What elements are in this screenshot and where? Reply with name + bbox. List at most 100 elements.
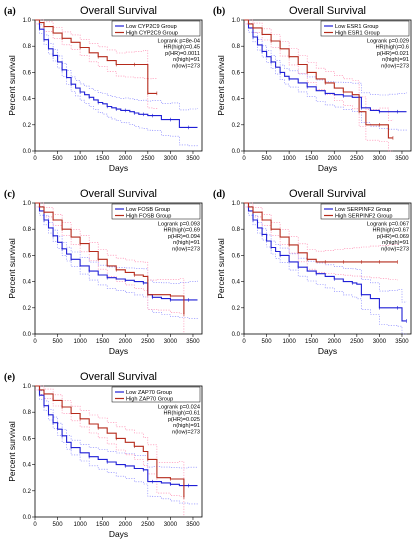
ci-lower-high <box>35 389 185 516</box>
y-tick-label: 0.0 <box>23 515 32 521</box>
y-tick-label: 0.2 <box>23 123 32 129</box>
ci-lower-high <box>35 206 185 333</box>
ci-upper-high <box>35 19 158 80</box>
x-tick-label: 500 <box>262 339 273 345</box>
x-tick-label: 1000 <box>282 156 296 162</box>
panel-label: (d) <box>213 189 225 200</box>
y-tick-label: 0.0 <box>23 332 32 338</box>
stat-line: p(HR)=0.094 <box>168 234 200 240</box>
stat-line: Logrank p=0.093 <box>158 222 200 228</box>
km-panel-c: (c) Overall Survival 0.0 0.2 0.4 0.6 0.8 1.0 0 50… <box>0 183 209 366</box>
y-tick-label: 0.8 <box>232 227 241 233</box>
x-tick-label: 2500 <box>141 339 155 345</box>
survival-curve-high <box>244 202 398 263</box>
legend-entry: High SERPINF2 Group <box>335 214 393 220</box>
legend-box <box>111 20 201 37</box>
x-axis-label: Days <box>109 163 128 173</box>
ci-upper-low <box>35 19 198 111</box>
x-axis-label: Days <box>109 346 128 356</box>
x-tick-label: 2500 <box>141 156 155 162</box>
y-axis-label: Percent survival <box>216 55 226 116</box>
km-plot-d: (d) Overall Survival 0.0 0.2 0.4 0.6 0.8 1.0 0 50… <box>213 188 412 356</box>
x-tick-label: 2500 <box>141 522 155 528</box>
km-panel-b: (b) Overall Survival 0.0 0.2 0.4 0.6 0.8 1.0 0 50… <box>209 0 418 183</box>
plot-frame <box>243 19 412 152</box>
stat-line: Logrank p=0.024 <box>158 405 200 411</box>
stat-line: n(high)=91 <box>173 423 200 429</box>
legend-entry: High FOSB Group <box>126 214 171 220</box>
ci-lower-low <box>35 389 198 505</box>
survival-curve-high <box>35 202 185 315</box>
chart-title: Overall Survival <box>289 188 366 200</box>
legend-entry: High CYP2C9 Group <box>126 31 178 37</box>
y-axis-label: Percent survival <box>7 421 17 482</box>
x-axis-label: Days <box>318 346 337 356</box>
y-tick-label: 0.4 <box>23 97 32 103</box>
x-tick-label: 0 <box>33 156 37 162</box>
x-tick-label: 1500 <box>305 156 319 162</box>
y-tick-label: 0.4 <box>232 97 241 103</box>
legend-entry: Low ZAP70 Group <box>126 390 172 396</box>
survival-curve-low <box>244 202 407 322</box>
stat-line: n(low)=273 <box>172 246 200 252</box>
y-tick-label: 0.8 <box>232 44 241 50</box>
plot-frame <box>243 202 412 335</box>
chart-title: Overall Survival <box>289 5 366 17</box>
x-tick-label: 0 <box>33 522 37 528</box>
x-tick-label: 0 <box>242 339 246 345</box>
x-tick-label: 1500 <box>96 156 110 162</box>
y-tick-label: 0.4 <box>232 280 241 286</box>
ci-upper-high <box>244 202 398 252</box>
y-tick-label: 0.0 <box>23 149 32 155</box>
y-tick-label: 0.6 <box>232 253 241 259</box>
y-tick-label: 0.8 <box>23 410 32 416</box>
stat-line: Logrank p=0.029 <box>367 39 409 45</box>
km-plot-e: (e) Overall Survival 0.0 0.2 0.4 0.6 0.8 1.0 0 50… <box>4 371 203 539</box>
x-tick-label: 3000 <box>373 156 387 162</box>
stat-line: HR(high)=0.45 <box>163 45 200 51</box>
x-tick-label: 500 <box>53 339 64 345</box>
stat-line: n(low)=273 <box>381 246 409 252</box>
x-tick-label: 1000 <box>73 156 87 162</box>
plot-frame <box>34 385 203 518</box>
x-tick-label: 0 <box>242 156 246 162</box>
ci-lower-high <box>244 23 393 152</box>
legend-entry: Low SERPINF2 Group <box>335 207 391 213</box>
km-plot-a: (a) Overall Survival 0.0 0.2 0.4 0.6 0.8 1.0 0 50… <box>4 5 203 173</box>
panel-label: (a) <box>4 6 16 17</box>
x-tick-label: 2000 <box>119 522 133 528</box>
y-tick-label: 0.4 <box>23 463 32 469</box>
stat-line: p(HR)=0.0011 <box>165 51 200 57</box>
survival-curve-high <box>35 19 157 94</box>
x-tick-label: 500 <box>53 156 64 162</box>
x-tick-label: 1000 <box>73 522 87 528</box>
y-axis-label: Percent survival <box>216 238 226 299</box>
y-tick-label: 0.6 <box>23 253 32 259</box>
y-tick-label: 0.0 <box>232 332 241 338</box>
y-tick-label: 0.4 <box>23 280 32 286</box>
km-panel-a: (a) Overall Survival 0.0 0.2 0.4 0.6 0.8 1.0 0 50… <box>0 0 209 183</box>
stat-line: HR(high)=0.69 <box>163 228 200 234</box>
y-tick-label: 0.6 <box>23 436 32 442</box>
stat-line: n(high)=91 <box>382 57 409 63</box>
chart-title: Overall Survival <box>80 5 157 17</box>
stat-line: Logrank p=8e-04 <box>158 39 200 45</box>
legend-entry: Low FOSB Group <box>126 207 170 213</box>
stat-line: p(HR)=0.021 <box>377 51 409 57</box>
legend-box <box>111 203 201 220</box>
y-tick-label: 1.0 <box>232 18 241 24</box>
chart-title: Overall Survival <box>80 188 157 200</box>
x-tick-label: 3000 <box>373 339 387 345</box>
ci-upper-low <box>35 385 198 469</box>
km-plot-c: (c) Overall Survival 0.0 0.2 0.4 0.6 0.8 1.0 0 50… <box>4 188 203 356</box>
x-tick-label: 1500 <box>96 339 110 345</box>
y-tick-label: 0.6 <box>23 70 32 76</box>
ci-lower-low <box>244 206 407 335</box>
legend-entry: Low CYP2C9 Group <box>126 24 177 30</box>
stat-line: p(HR)=0.025 <box>168 417 200 423</box>
stat-line: n(low)=273 <box>172 63 200 69</box>
x-tick-label: 500 <box>262 156 273 162</box>
y-tick-label: 0.8 <box>23 227 32 233</box>
stat-line: Logrank p=0.067 <box>367 222 409 228</box>
y-axis-label: Percent survival <box>7 238 17 299</box>
